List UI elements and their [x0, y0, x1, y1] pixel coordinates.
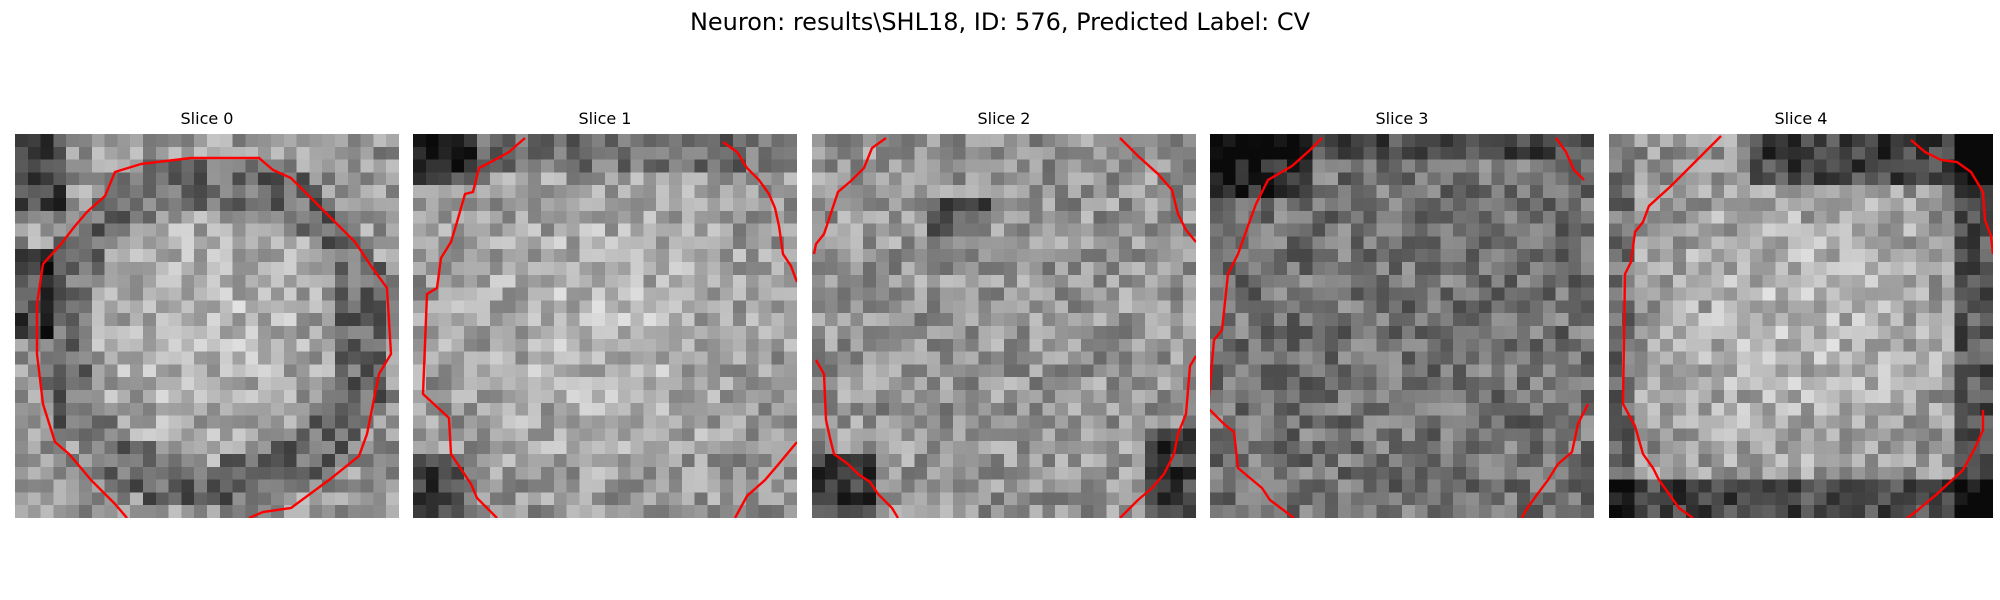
slice-image-4	[1609, 134, 1993, 518]
segmentation-contour-2	[812, 137, 1196, 518]
figure-title: Neuron: results\SHL18, ID: 576, Predicte…	[689, 8, 1311, 36]
segmentation-contour-3	[1210, 137, 1590, 518]
slice-title-0: Slice 0	[180, 109, 234, 128]
slice-title-3: Slice 3	[1375, 109, 1429, 128]
slice-image-3	[1210, 134, 1594, 518]
slice-title-2: Slice 2	[977, 109, 1031, 128]
segmentation-contour-0	[35, 156, 393, 518]
slice-image-1	[413, 134, 797, 518]
segmentation-contour-4	[1621, 135, 1993, 518]
slice-image-2	[812, 134, 1196, 518]
slice-image-0	[15, 134, 399, 518]
slice-title-4: Slice 4	[1774, 109, 1828, 128]
slice-title-1: Slice 1	[578, 109, 632, 128]
segmentation-contour-1	[421, 137, 797, 518]
